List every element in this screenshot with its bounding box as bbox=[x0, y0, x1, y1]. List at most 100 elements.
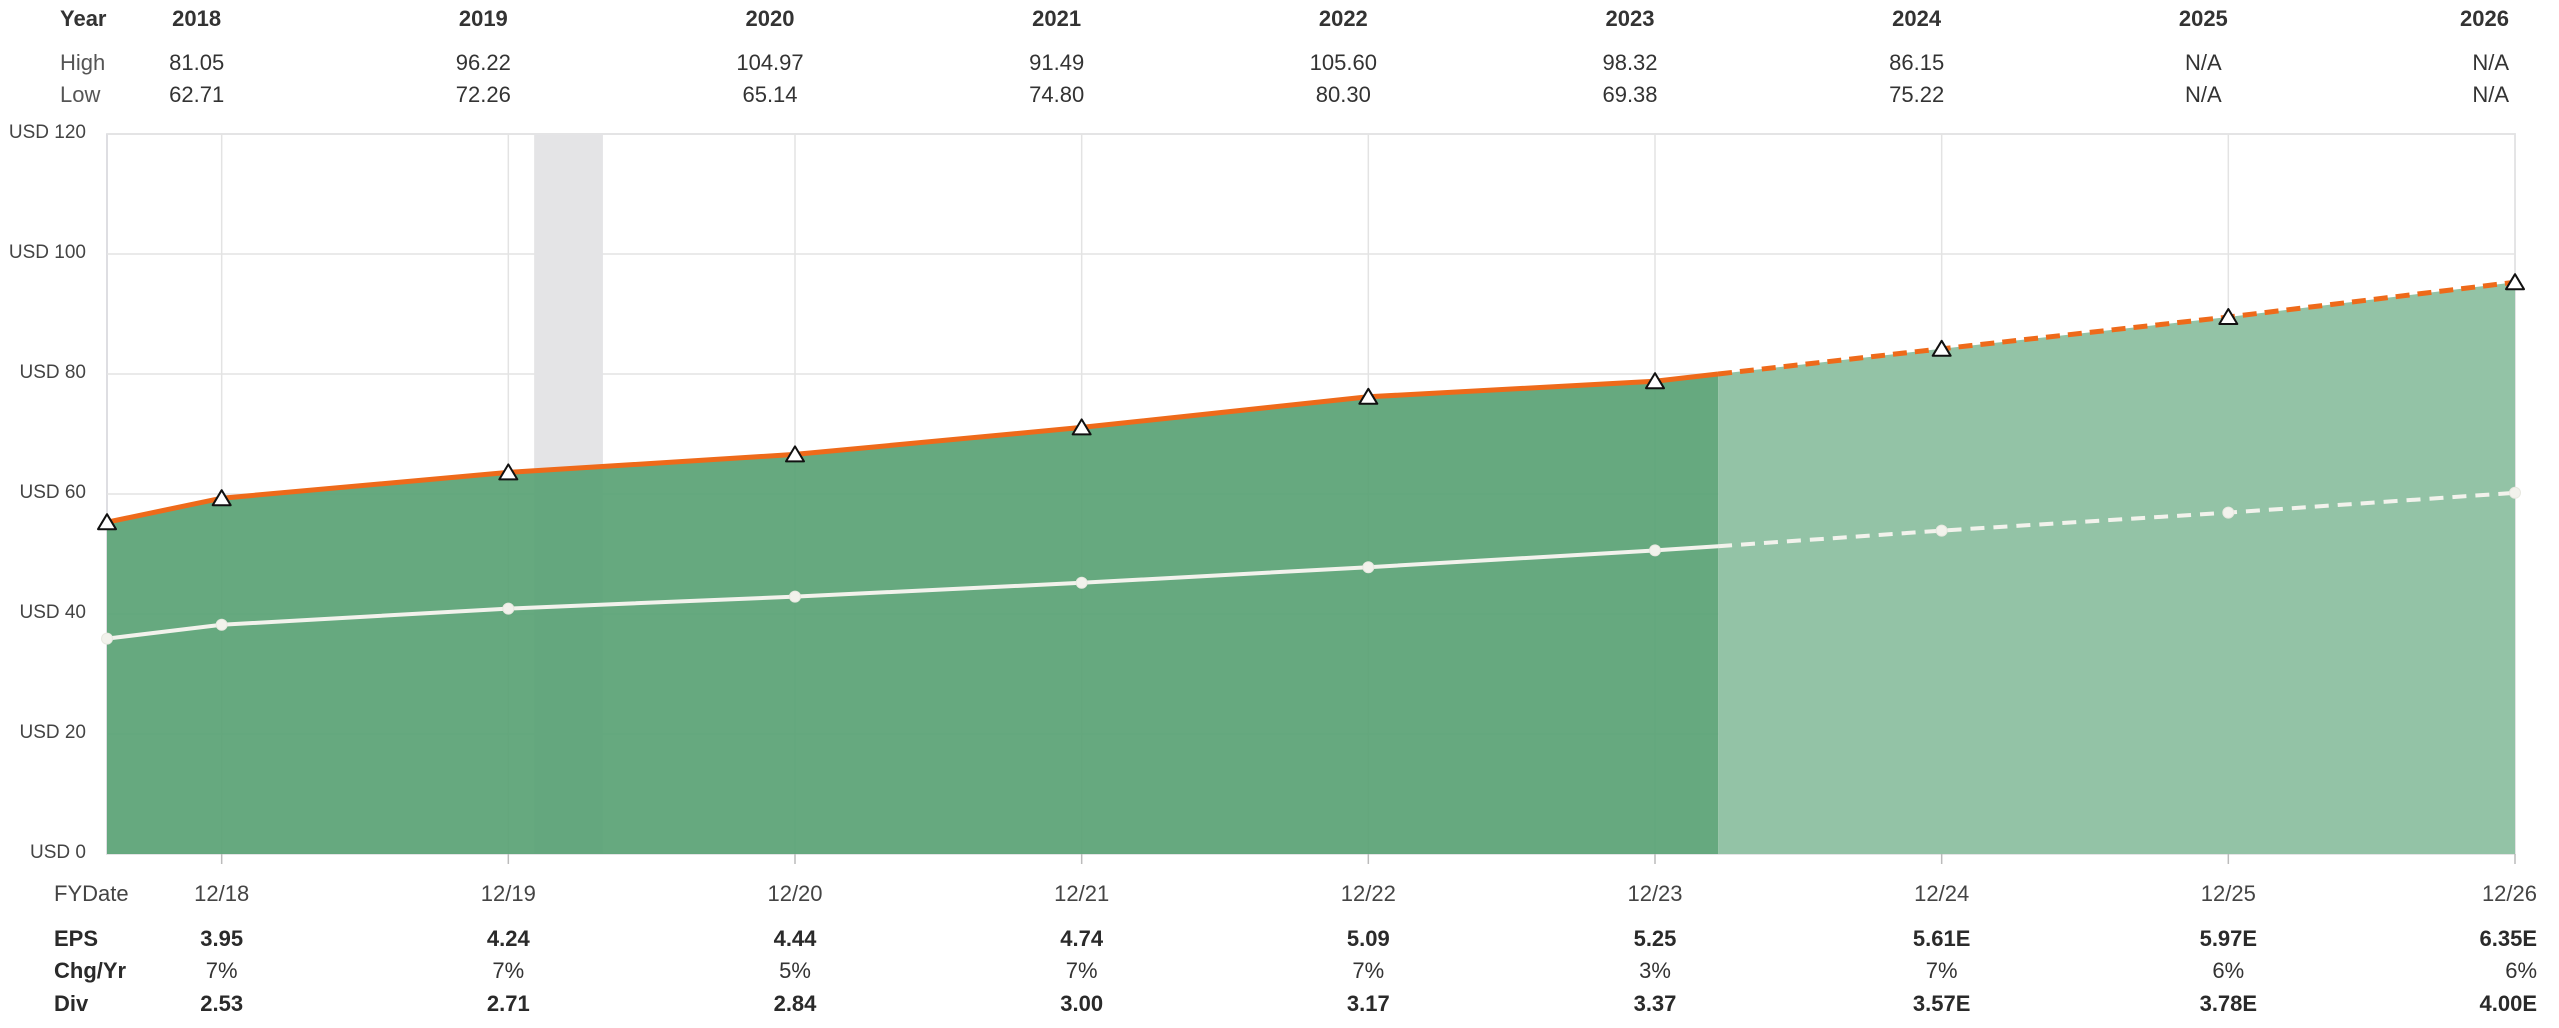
year-header-cell: 2023 bbox=[1605, 6, 1655, 31]
year-header-cell: 2026 bbox=[2460, 6, 2509, 31]
eps-value-cell: 5.61E bbox=[1912, 926, 1971, 951]
upper-line-triangle bbox=[1358, 387, 1379, 405]
fy-date-label: 12/22 bbox=[1340, 881, 1396, 906]
area-estimate bbox=[1718, 282, 2515, 854]
year-header-cell: 2018 bbox=[172, 6, 222, 31]
chg-value-cell: 6% bbox=[2212, 958, 2245, 983]
lower-line-estimate bbox=[1717, 490, 2516, 549]
lower-line-dot bbox=[101, 632, 113, 645]
upper-line-triangle bbox=[211, 489, 232, 507]
high-value-cell: 96.22 bbox=[455, 50, 511, 75]
low-value-cell: N/A bbox=[2472, 82, 2509, 107]
upper-line-triangle bbox=[498, 463, 519, 481]
lower-line-dot bbox=[502, 602, 515, 615]
y-tick-label: USD 120 bbox=[8, 122, 86, 143]
high-value-cell: 91.49 bbox=[1029, 50, 1085, 75]
upper-line-triangle bbox=[97, 513, 117, 531]
eps-value-cell: 5.97E bbox=[2199, 926, 2258, 951]
low-value-cell: 74.80 bbox=[1029, 82, 1085, 107]
y-tick-label: USD 80 bbox=[19, 362, 86, 383]
fy-date-label: 12/20 bbox=[767, 881, 823, 906]
lower-line-dot bbox=[1649, 544, 1661, 557]
y-tick-label: USD 0 bbox=[30, 842, 86, 863]
low-value-cell: 65.14 bbox=[742, 82, 798, 107]
upper-line-estimate bbox=[1717, 279, 2516, 377]
lower-line-actual bbox=[106, 544, 1719, 641]
high-value-cell: 98.32 bbox=[1602, 50, 1658, 75]
fy-date-label: 12/24 bbox=[1914, 881, 1970, 906]
upper-line-triangle bbox=[1931, 339, 1952, 357]
chg-value-cell: 7% bbox=[205, 958, 238, 983]
y-tick-label: USD 60 bbox=[19, 482, 86, 503]
y-tick-label: USD 20 bbox=[19, 722, 86, 743]
lower-line-dot bbox=[789, 590, 801, 603]
low-value-cell: 62.71 bbox=[169, 82, 225, 107]
year-header-cell: 2024 bbox=[1892, 6, 1942, 31]
low-value-cell: 69.38 bbox=[1602, 82, 1658, 107]
eps-value-cell: 3.95 bbox=[200, 926, 244, 951]
div-value-cell: 3.57E bbox=[1912, 991, 1971, 1016]
div-value-cell: 3.78E bbox=[2199, 991, 2258, 1016]
div-value-cell: 2.71 bbox=[486, 991, 530, 1016]
lower-line-dot bbox=[1935, 524, 1948, 537]
high-value-cell: 104.97 bbox=[736, 50, 804, 75]
high-value-cell: 81.05 bbox=[169, 50, 225, 75]
chg-value-cell: 7% bbox=[1925, 958, 1958, 983]
year-header-cell: 2025 bbox=[2178, 6, 2228, 31]
chg-value-cell: 7% bbox=[492, 958, 525, 983]
high-value-cell: N/A bbox=[2184, 50, 2222, 75]
upper-line-triangle bbox=[2218, 308, 2239, 325]
high-row-label: High bbox=[60, 50, 106, 75]
y-tick-label: USD 40 bbox=[19, 602, 86, 623]
chg-row-label: Chg/Yr bbox=[54, 958, 127, 983]
fy-date-label: 12/21 bbox=[1054, 881, 1110, 906]
fy-date-label: 12/19 bbox=[480, 881, 536, 906]
upper-line-triangle bbox=[1071, 418, 1092, 436]
year-header-label: Year bbox=[60, 6, 107, 31]
upper-line-actual bbox=[106, 371, 1719, 525]
div-value-cell: 3.00 bbox=[1060, 991, 1104, 1016]
fy-date-label: 12/25 bbox=[2200, 881, 2256, 906]
div-value-cell: 4.00E bbox=[2479, 991, 2538, 1016]
upper-line-triangle bbox=[1645, 372, 1665, 390]
lower-line-dot bbox=[1362, 561, 1375, 574]
low-value-cell: 75.22 bbox=[1889, 82, 1945, 107]
eps-value-cell: 4.24 bbox=[486, 926, 530, 951]
year-header-cell: 2020 bbox=[745, 6, 795, 31]
div-value-cell: 3.17 bbox=[1346, 991, 1390, 1016]
eps-value-cell: 5.09 bbox=[1346, 926, 1390, 951]
high-value-cell: 86.15 bbox=[1889, 50, 1945, 75]
chg-value-cell: 7% bbox=[1352, 958, 1385, 983]
chg-value-cell: 5% bbox=[779, 958, 811, 983]
eps-value-cell: 4.74 bbox=[1060, 926, 1104, 951]
div-row-label: Div bbox=[54, 991, 89, 1016]
high-value-cell: 105.60 bbox=[1309, 50, 1377, 75]
low-value-cell: 72.26 bbox=[455, 82, 511, 107]
eps-value-cell: 4.44 bbox=[773, 926, 817, 951]
y-tick-label: USD 100 bbox=[8, 242, 86, 263]
chg-value-cell: 6% bbox=[2505, 958, 2537, 983]
fy-date-label: 12/23 bbox=[1627, 881, 1683, 906]
lower-line-dot bbox=[2509, 486, 2521, 499]
year-header-cell: 2022 bbox=[1318, 6, 1368, 31]
fy-date-label: 12/26 bbox=[2481, 881, 2537, 906]
fy-date-label: 12/18 bbox=[194, 881, 250, 906]
div-value-cell: 2.84 bbox=[773, 991, 817, 1016]
lower-line-dot bbox=[215, 618, 228, 631]
high-value-cell: N/A bbox=[2472, 50, 2509, 75]
upper-line-triangle bbox=[785, 445, 805, 463]
lower-line-dot bbox=[1075, 576, 1088, 589]
year-header-cell: 2019 bbox=[458, 6, 508, 31]
lower-line-dot bbox=[2222, 506, 2235, 519]
chg-value-cell: 3% bbox=[1639, 958, 1671, 983]
fydate-label: FYDate bbox=[54, 881, 129, 906]
eps-value-cell: 5.25 bbox=[1633, 926, 1677, 951]
eps-value-cell: 6.35E bbox=[2479, 926, 2538, 951]
year-header-cell: 2021 bbox=[1032, 6, 1082, 31]
low-value-cell: N/A bbox=[2184, 82, 2222, 107]
area-actual bbox=[107, 374, 1719, 854]
low-value-cell: 80.30 bbox=[1315, 82, 1371, 107]
chg-value-cell: 7% bbox=[1065, 958, 1098, 983]
upper-line-triangle bbox=[2505, 273, 2525, 291]
